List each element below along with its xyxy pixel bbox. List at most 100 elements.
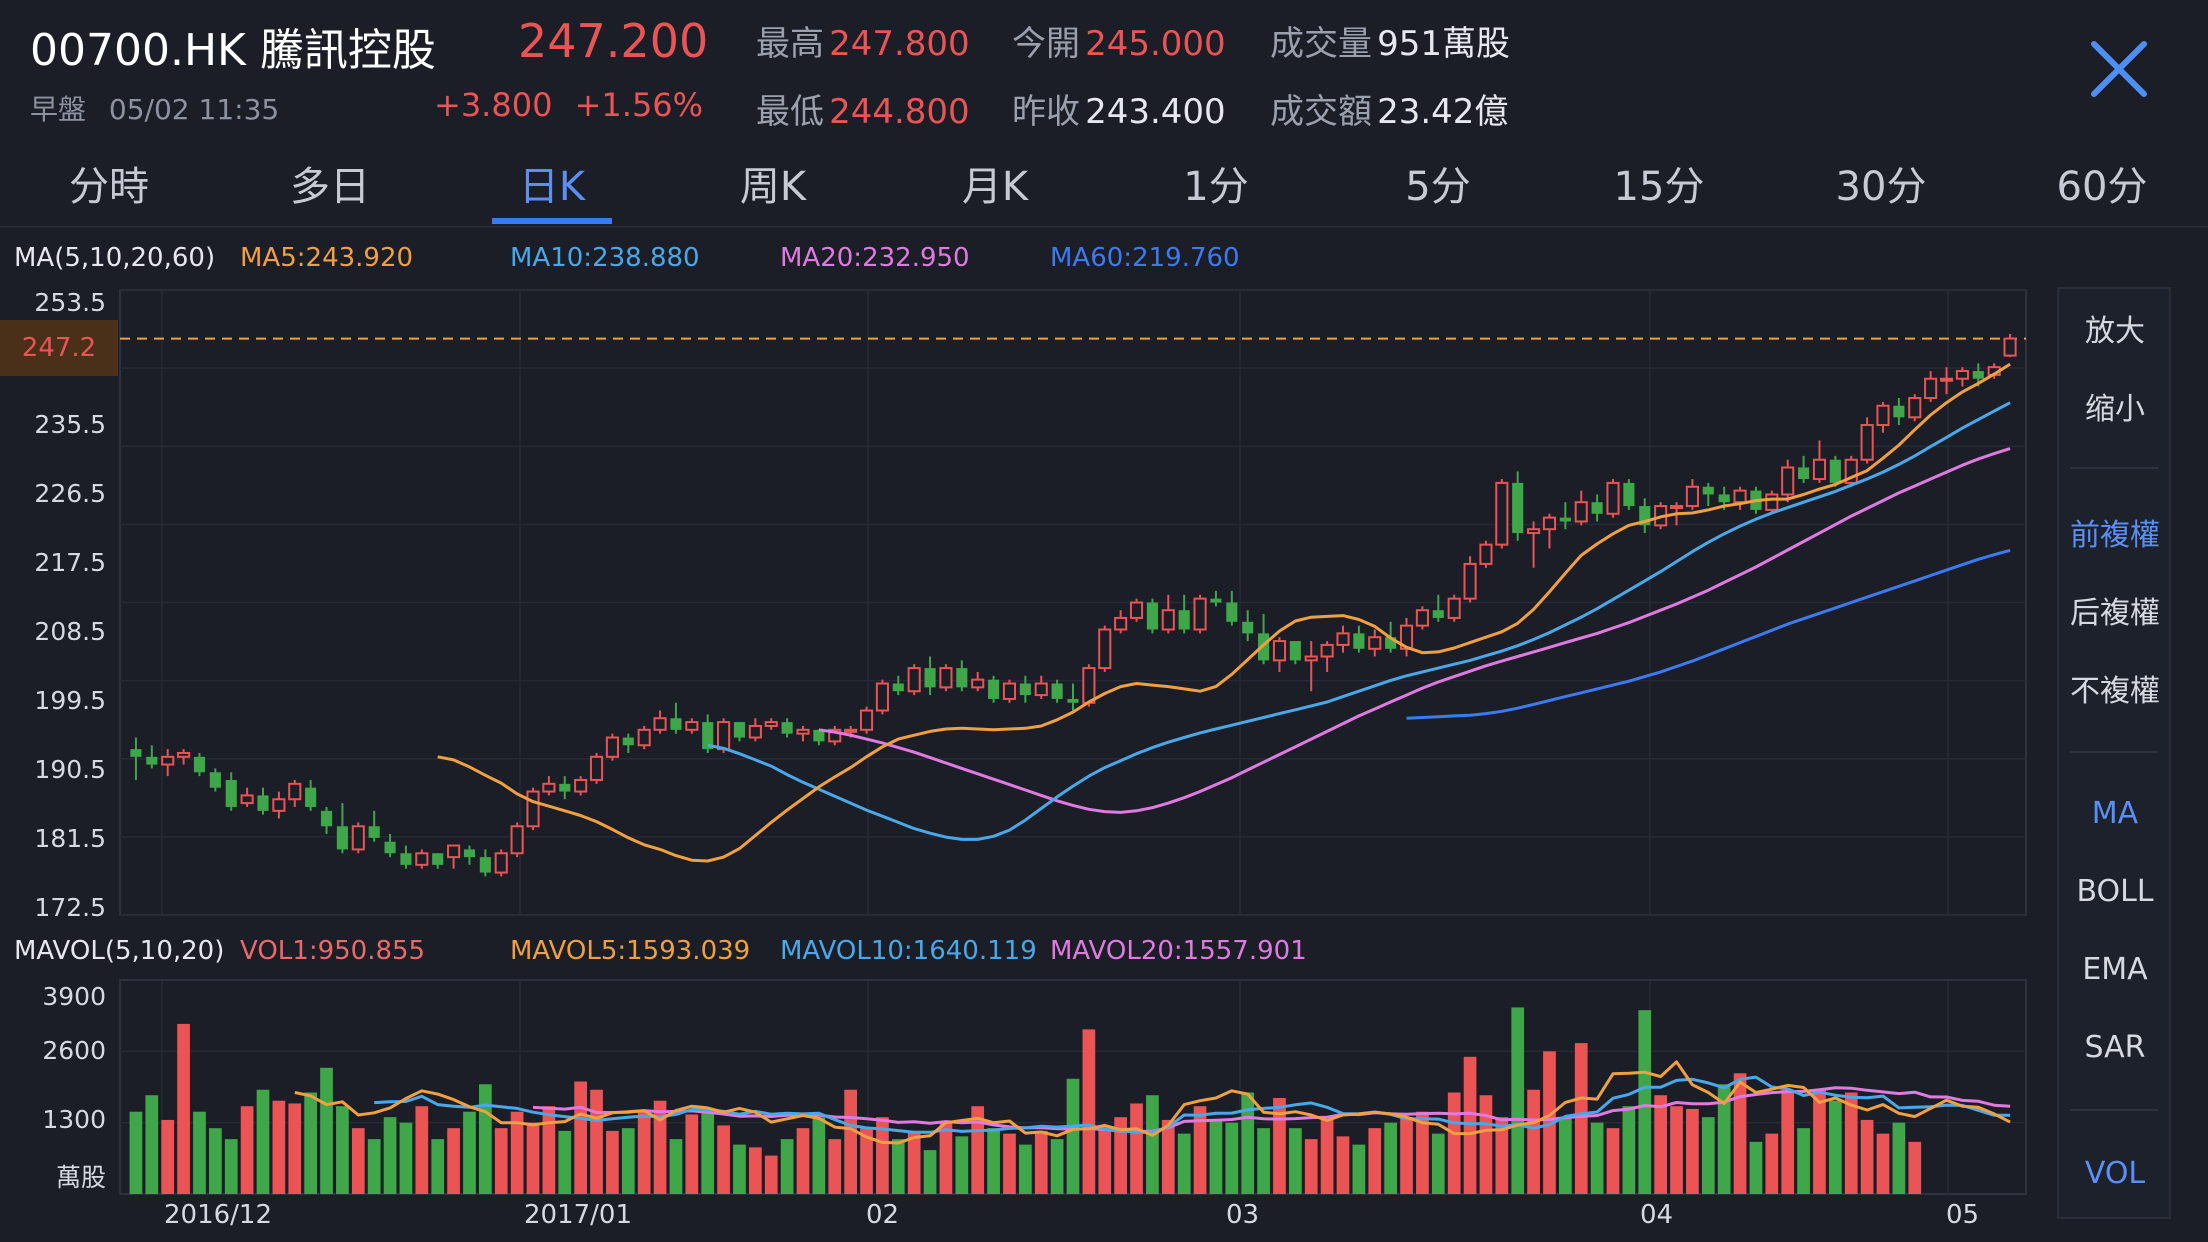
candle-down: [1067, 698, 1079, 703]
candle-up: [859, 709, 874, 731]
candle-up: [1129, 601, 1144, 619]
backward-adjust-button[interactable]: 后複權: [2070, 596, 2160, 631]
candle-down: [988, 679, 1000, 699]
candle-up: [685, 721, 699, 731]
ma60-line: [1406, 548, 2011, 720]
volume-bar: [479, 1084, 492, 1194]
no-adjust-button[interactable]: 不複權: [2070, 674, 2160, 709]
volume-bar: [1098, 1125, 1112, 1194]
zoom-in-button[interactable]: 放大: [2085, 314, 2145, 349]
tab-30min[interactable]: 30分: [1835, 164, 1927, 210]
price-tick: 172.5: [34, 893, 106, 922]
volume-bar: [447, 1128, 460, 1194]
indicator-ma-button[interactable]: MA: [2091, 796, 2139, 831]
zoom-out-button[interactable]: 缩小: [2085, 392, 2145, 427]
volume-bar: [145, 1095, 159, 1194]
open-label: 今開: [1012, 24, 1080, 64]
candle-up: [1876, 404, 1890, 427]
candle-down: [130, 749, 142, 757]
volume-bar: [193, 1111, 206, 1194]
forward-adjust-button[interactable]: 前複權: [2070, 518, 2160, 553]
close-button[interactable]: [2084, 34, 2154, 104]
indicator-vol-button[interactable]: VOL: [2084, 1156, 2146, 1191]
vol-unit: 萬股: [55, 1163, 106, 1192]
volume-bar: [1781, 1089, 1795, 1194]
candle-down: [1353, 633, 1365, 649]
candle-up: [1685, 485, 1699, 508]
tab-15min[interactable]: 15分: [1613, 164, 1705, 210]
candle-up: [1860, 424, 1874, 461]
volume-bar: [1384, 1122, 1397, 1194]
candle-up: [939, 667, 953, 689]
candle-up: [526, 790, 540, 828]
volume-bar: [240, 1106, 254, 1194]
candle-down: [1972, 371, 1984, 379]
candle-up: [1669, 505, 1684, 510]
vol-legend-title: MAVOL(5,10,20): [14, 936, 225, 966]
volume-bar: [812, 1117, 826, 1194]
candle-up: [447, 844, 461, 859]
quote-header: 00700.HK 騰訊控股 247.200 早盤 05/02 11:35 +3.…: [0, 0, 2208, 140]
tab-60min[interactable]: 60分: [2056, 164, 2148, 210]
ma5-legend: MA5:243.920: [240, 243, 414, 273]
volume-bar: [1241, 1092, 1255, 1194]
tab-multi-day[interactable]: 多日: [290, 164, 370, 210]
tab-weekly-k[interactable]: 周K: [739, 164, 807, 210]
close-icon: [2091, 41, 2147, 97]
candle-down: [193, 756, 206, 773]
indicator-ema-button[interactable]: EMA: [2082, 952, 2148, 987]
volume-bar: [1654, 1095, 1667, 1194]
mavol5-line: [294, 1060, 2011, 1145]
candle-down: [1829, 459, 1841, 483]
tab-monthly-k[interactable]: 月K: [961, 164, 1029, 210]
indicator-boll-button[interactable]: BOLL: [2076, 874, 2154, 909]
volume-bar: [1257, 1128, 1270, 1194]
volume-bar: [1114, 1117, 1127, 1194]
tab-intraday[interactable]: 分時: [69, 164, 149, 210]
volume-bar: [1908, 1141, 1922, 1194]
candle-down: [320, 810, 333, 827]
price-tick: 226.5: [34, 479, 106, 508]
stat-turnover: 成交額 23.42億: [1270, 84, 1508, 133]
change-percent: +1.56%: [574, 86, 704, 124]
volume-bar: [1400, 1117, 1413, 1194]
low-label: 最低: [756, 92, 824, 132]
candle-up: [1304, 655, 1318, 662]
tab-daily-k[interactable]: 日K: [518, 164, 586, 210]
indicator-sar-button[interactable]: SAR: [2084, 1030, 2146, 1065]
candle-up: [828, 728, 842, 743]
volume-bar: [1416, 1111, 1429, 1194]
volume-bar: [891, 1139, 905, 1194]
volume-bar: [1479, 1095, 1493, 1194]
candle-up: [717, 721, 731, 751]
candle-down: [1289, 641, 1301, 661]
last-price: 247.200: [518, 14, 709, 68]
open-value: 245.000: [1085, 24, 1226, 64]
last-price-tag: 247.2: [0, 320, 118, 376]
date-label: 04: [1640, 1200, 1674, 1230]
candle-down: [1798, 467, 1810, 480]
candle-down: [368, 826, 380, 838]
vol-tick: 3900: [42, 982, 106, 1011]
candle-up: [1415, 609, 1429, 627]
volume-bar: [1559, 1117, 1572, 1194]
candle-down: [781, 722, 793, 734]
volume-bar: [1146, 1095, 1159, 1194]
period-tabs: 分時 多日 日K 周K 月K 1分 5分 15分 30分 60分: [0, 140, 2208, 227]
candle-up: [542, 782, 556, 793]
tab-1min[interactable]: 1分: [1183, 164, 1249, 210]
candle-down: [1893, 405, 1905, 418]
volume-bar: [1320, 1119, 1334, 1194]
volume-bar: [1003, 1133, 1016, 1194]
candle-up: [1447, 597, 1461, 619]
volume-bar: [844, 1089, 857, 1194]
candle-down: [1385, 637, 1397, 649]
candle-up: [796, 728, 810, 735]
volume-bar: [1463, 1056, 1477, 1194]
candle-up: [1336, 632, 1350, 646]
volume-bar: [1765, 1133, 1779, 1194]
tab-5min[interactable]: 5分: [1405, 164, 1471, 210]
volume-bar: [494, 1128, 508, 1194]
volume-bar: [923, 1150, 937, 1194]
